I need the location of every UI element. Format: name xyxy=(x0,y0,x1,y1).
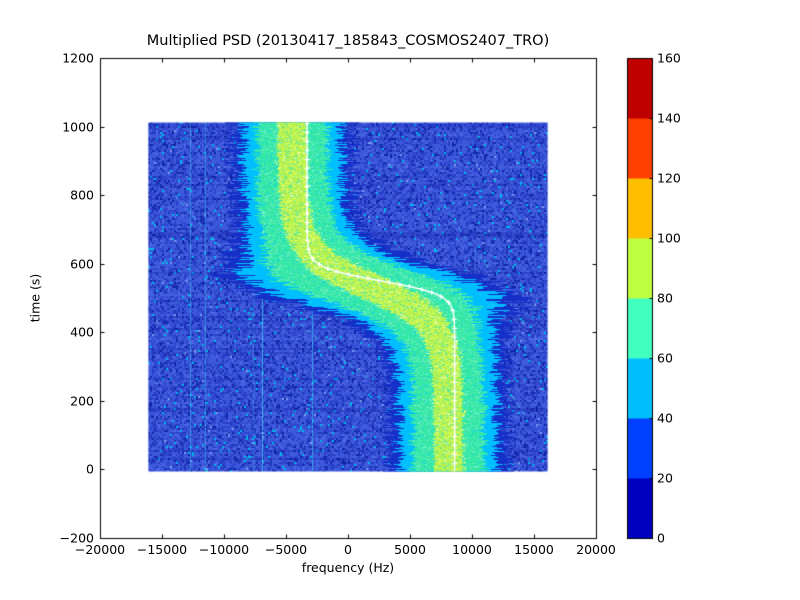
x-tick-label: 0 xyxy=(344,542,352,557)
x-tick-label: 15000 xyxy=(514,542,554,557)
colorbar-tick-label: 80 xyxy=(657,290,673,306)
colorbar-tick-label: 140 xyxy=(657,110,681,126)
y-tick-label: 400 xyxy=(70,324,94,340)
y-tick-label: 600 xyxy=(70,256,94,272)
colorbar-tick-label: 120 xyxy=(657,170,681,186)
y-axis-label: time (s) xyxy=(27,273,43,323)
colorbar-tick-label: 20 xyxy=(657,470,673,486)
colorbar-tick-label: 40 xyxy=(657,410,673,426)
x-tick-label: 10000 xyxy=(452,542,492,557)
colorbar-tick-label: 0 xyxy=(657,530,665,546)
y-tick-label: 1000 xyxy=(62,119,94,135)
x-tick-label: 20000 xyxy=(576,542,616,557)
x-tick-label: −15000 xyxy=(136,542,188,557)
x-tick-label: −5000 xyxy=(264,542,308,557)
y-tick-label: −200 xyxy=(59,530,94,546)
y-tick-label: 200 xyxy=(70,393,94,409)
y-tick-label: 1200 xyxy=(62,50,94,66)
x-tick-label: 5000 xyxy=(394,542,426,557)
x-tick-label: −10000 xyxy=(198,542,250,557)
x-tick-label: −20000 xyxy=(74,542,126,557)
y-tick-label: 800 xyxy=(70,187,94,203)
colorbar-tick-label: 60 xyxy=(657,350,673,366)
colorbar-tick-label: 100 xyxy=(657,230,681,246)
y-tick-label: 0 xyxy=(86,461,94,477)
colorbar-tick-label: 160 xyxy=(657,50,681,66)
x-axis-label: frequency (Hz) xyxy=(301,560,395,575)
plot-title: Multiplied PSD (20130417_185843_COSMOS24… xyxy=(146,33,550,49)
